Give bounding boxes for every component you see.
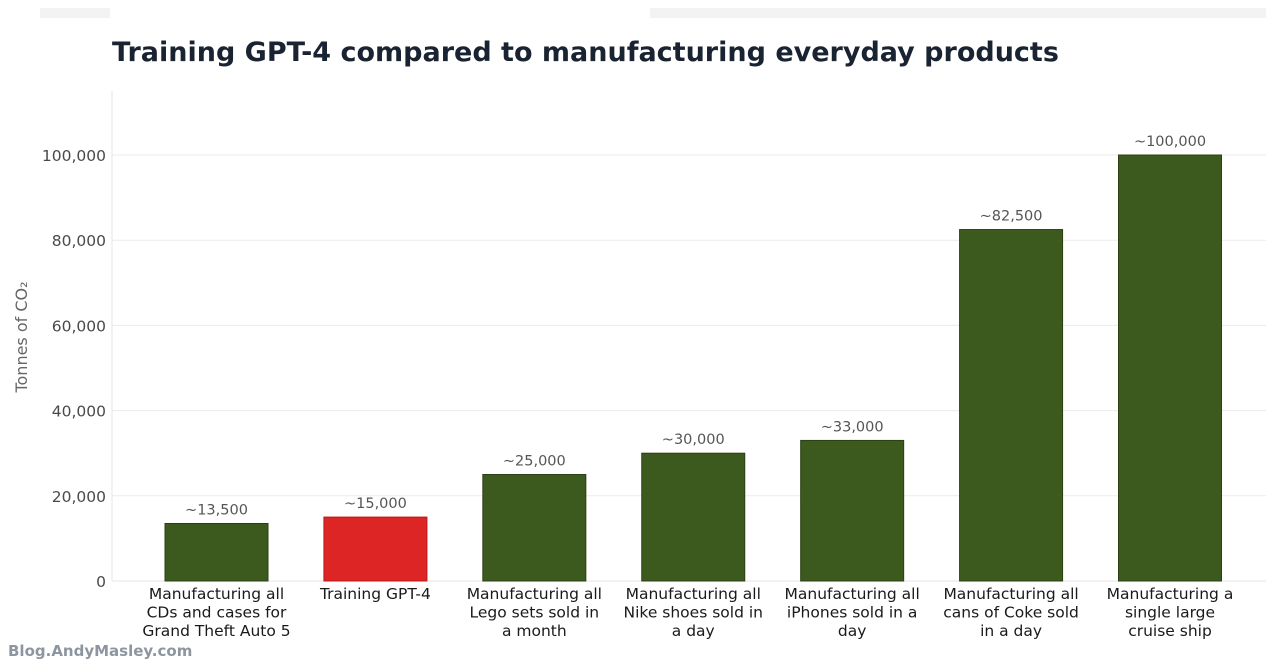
x-tick-label: Manufacturing all cans of Coke sold in a d…	[943, 585, 1079, 640]
y-tick-label: 80,000	[52, 232, 106, 250]
x-tick-labels-layer: Manufacturing all CDs and cases for Grand …	[142, 585, 1233, 640]
y-tick-label: 20,000	[52, 488, 106, 506]
data-label: ~33,000	[821, 419, 884, 435]
x-tick-label-line: Training GPT-4	[319, 585, 431, 603]
watermark: Blog.AndyMasley.com	[8, 642, 192, 659]
bar	[1118, 154, 1222, 582]
x-tick-label: Training GPT-4	[319, 585, 431, 603]
data-label: ~100,000	[1134, 134, 1206, 150]
x-tick-label-line: Nike shoes sold in	[624, 604, 763, 622]
x-tick-label-line: Lego sets sold in	[470, 604, 600, 622]
x-tick-label: Manufacturing all Lego sets sold in a mont…	[467, 585, 602, 640]
x-tick-label-line: single large	[1125, 604, 1215, 622]
data-label: ~30,000	[662, 432, 725, 448]
chart-title: Training GPT-4 compared to manufacturing…	[112, 37, 1059, 68]
top-shade-left	[40, 8, 110, 18]
top-shade-right	[650, 8, 1266, 18]
x-tick-label-line: cruise ship	[1128, 622, 1212, 640]
bar-highlight	[323, 516, 428, 582]
x-tick-label: Manufacturing all Nike shoes sold in a day	[624, 585, 763, 640]
data-label: ~82,500	[980, 209, 1043, 225]
x-tick-label-line: CDs and cases for	[147, 604, 287, 622]
x-tick-label-line: iPhones sold in a	[787, 604, 918, 622]
bar	[800, 439, 905, 582]
x-tick-label-line: Grand Theft Auto 5	[142, 622, 290, 640]
bar	[482, 474, 587, 582]
x-tick-label-line: in a day	[980, 622, 1042, 640]
data-labels-layer: ~13,500 ~15,000 ~25,000 ~30,000 ~33,000 ~82,5…	[185, 134, 1206, 518]
x-tick-label-line: Manufacturing all	[467, 585, 602, 603]
x-tick-label-line: Manufacturing all	[149, 585, 284, 603]
bar	[959, 229, 1064, 582]
y-axis-label: Tonnes of CO₂	[12, 281, 31, 393]
x-tick-label-line: a day	[672, 622, 715, 640]
x-tick-label-line: cans of Coke sold	[943, 604, 1079, 622]
y-tick-label: 60,000	[52, 317, 106, 335]
bar	[641, 452, 746, 582]
x-tick-label-line: Manufacturing all	[626, 585, 761, 603]
data-label: ~15,000	[344, 496, 407, 512]
data-label: ~25,000	[503, 454, 566, 470]
x-tick-label-line: Manufacturing all	[943, 585, 1078, 603]
bars-layer	[164, 154, 1222, 582]
x-tick-label: Manufacturing all CDs and cases for Grand …	[142, 585, 290, 640]
x-tick-label-line: day	[838, 622, 867, 640]
x-tick-label-line: Manufacturing a	[1107, 585, 1234, 603]
y-tick-label: 0	[96, 573, 106, 591]
x-tick-label-line: Manufacturing all	[785, 585, 920, 603]
x-tick-label: Manufacturing a single large cruise ship	[1107, 585, 1234, 640]
bar	[164, 522, 269, 582]
grid-layer	[112, 154, 1266, 497]
y-tick-label: 40,000	[52, 403, 106, 421]
data-label: ~13,500	[185, 502, 248, 518]
y-tick-labels-layer: 0 20,000 40,000 60,000 80,000 100,000	[42, 147, 106, 591]
x-tick-label-line: a month	[502, 622, 567, 640]
x-tick-label: Manufacturing all iPhones sold in a day	[785, 585, 920, 640]
y-tick-label: 100,000	[42, 147, 106, 165]
